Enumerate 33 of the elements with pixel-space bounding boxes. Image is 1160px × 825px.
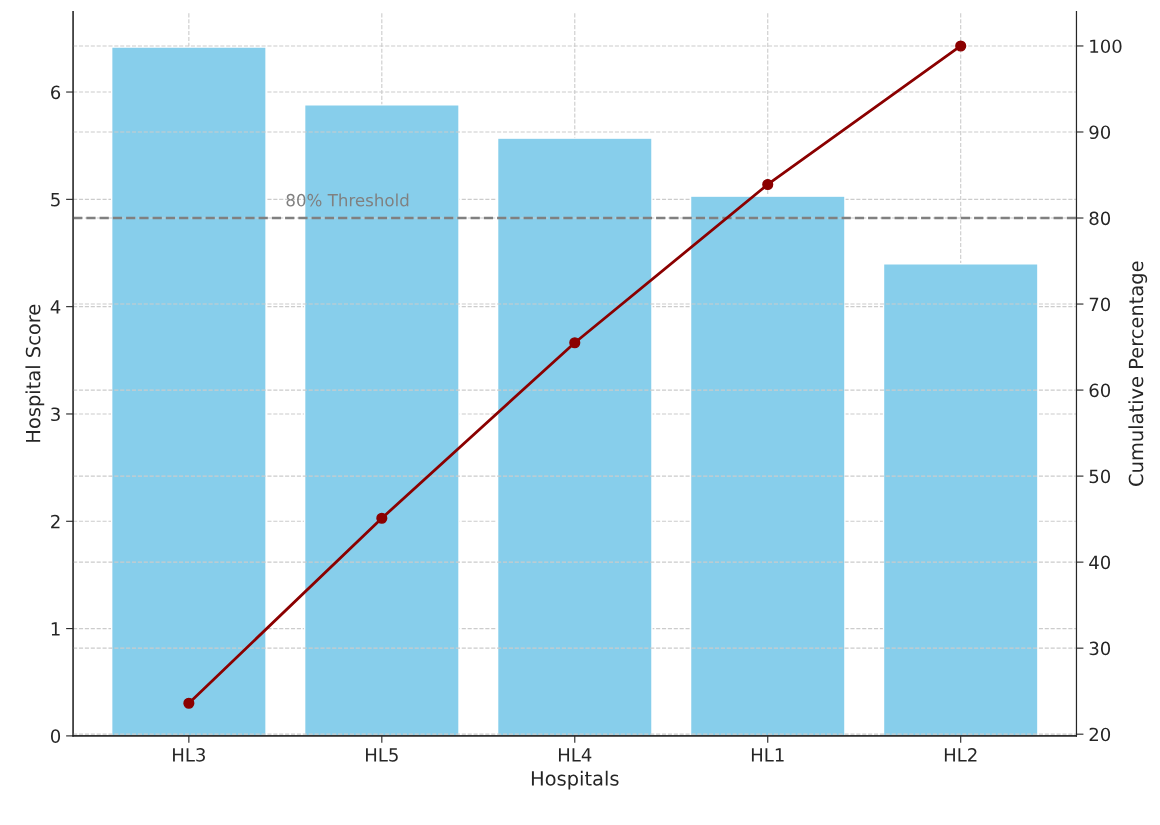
y2-axis-title: Cumulative Percentage: [1128, 261, 1148, 486]
bar: [110, 46, 267, 736]
y2-tick-label: 80: [1089, 211, 1111, 226]
point: [762, 178, 774, 191]
y-axis-title: Hospital Score: [25, 304, 45, 442]
y2-tick-label: 40: [1089, 555, 1111, 570]
x-tick-label: HL4: [558, 748, 592, 762]
y-tick-label: 2: [51, 514, 60, 529]
y2-tick-label: 60: [1089, 383, 1111, 398]
x-tick-label: HL3: [173, 748, 205, 762]
x-tick-label: HL1: [751, 748, 784, 762]
x-tick-label: HL5: [366, 748, 398, 762]
y2-tick-label: 90: [1089, 125, 1111, 140]
y-tick-label: 0: [50, 729, 61, 744]
x-tick-label: HL2: [944, 748, 977, 762]
y2-tick-label: 30: [1089, 641, 1111, 656]
y-tick-label: 5: [51, 193, 60, 207]
point: [183, 697, 195, 709]
y-tick-label: 6: [51, 85, 61, 100]
y-tick-label: 3: [51, 407, 60, 422]
bar: [689, 195, 846, 736]
bar: [496, 137, 653, 736]
bar: [882, 263, 1039, 736]
point: [569, 337, 581, 349]
point: [955, 40, 967, 52]
point: [376, 512, 388, 524]
y2-tick-label: 70: [1089, 297, 1111, 312]
y-tick-label: 4: [50, 300, 61, 314]
y2-tick-label: 100: [1090, 39, 1122, 54]
y2-tick-label: 50: [1089, 469, 1111, 484]
y2-tick-label: 20: [1089, 727, 1111, 742]
y-tick-label: 1: [51, 622, 60, 636]
x-axis-title: Hospitals: [531, 770, 619, 790]
